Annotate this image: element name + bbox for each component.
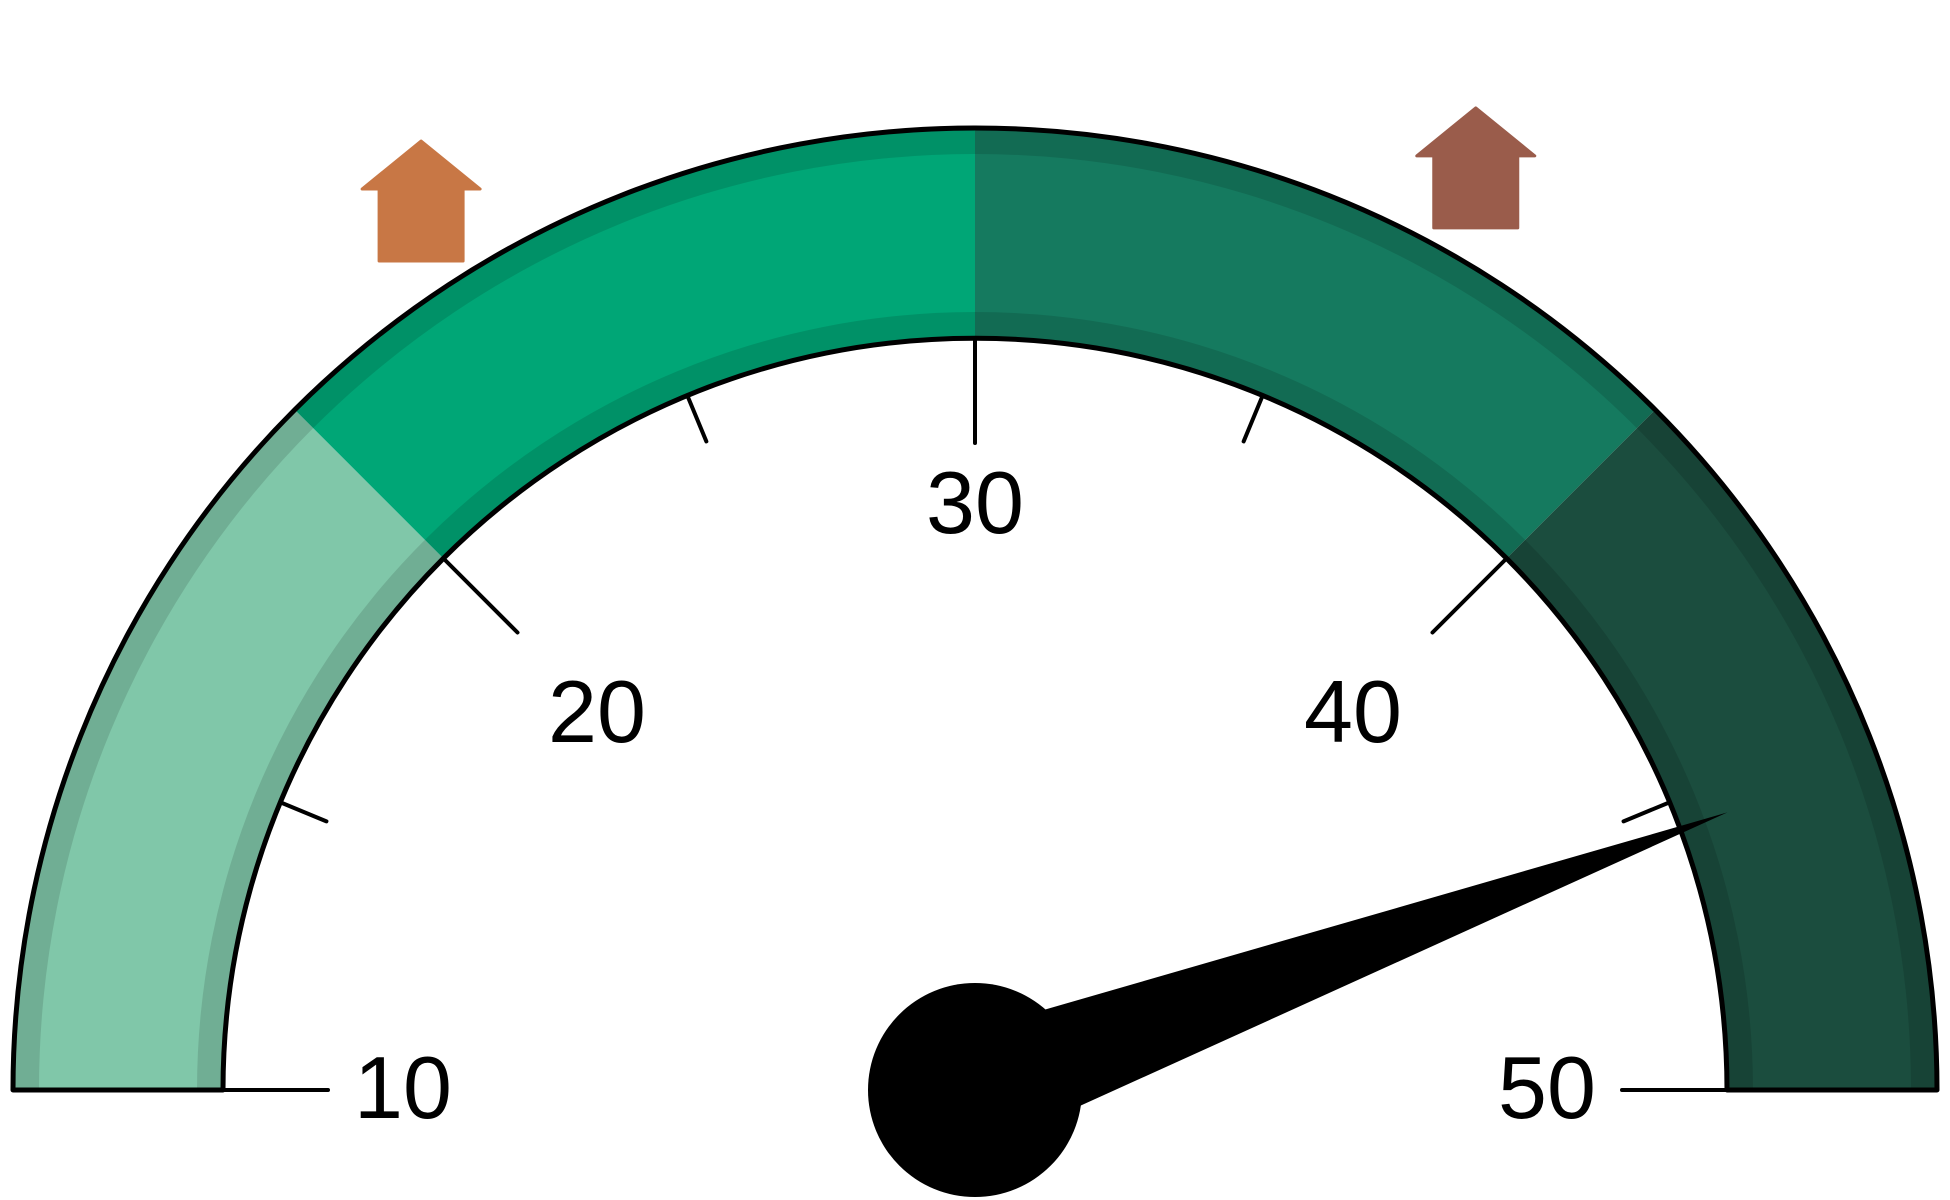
gauge-band-inner-rim-3	[975, 312, 1526, 559]
gauge-band-3	[975, 128, 1656, 559]
tick-label-20: 20	[548, 662, 646, 761]
gauge-outline	[10, 125, 1940, 1093]
marker-2-arrow-up-icon	[1415, 106, 1537, 230]
tick-label-40: 40	[1304, 662, 1402, 761]
gauge-markers	[360, 106, 1537, 263]
tick-label-50: 50	[1498, 1038, 1596, 1137]
minor-tick-35	[1241, 393, 1265, 444]
gauge-band-inner-rim-4	[1506, 539, 1753, 1090]
minor-tick-25	[685, 393, 709, 444]
gauge-needle	[954, 812, 1728, 1145]
major-tick-20	[441, 556, 520, 635]
gauge-band-inner-rim-1	[197, 539, 444, 1090]
gauge-needle-hub	[868, 983, 1082, 1197]
major-tick-40	[1430, 556, 1509, 635]
gauge-arc-outline	[10, 125, 1940, 1093]
gauge-band-2	[294, 128, 975, 559]
gauge-ticks	[221, 336, 1729, 1092]
minor-tick-45	[1621, 800, 1672, 824]
minor-tick-15	[278, 800, 329, 824]
tick-label-30: 30	[926, 453, 1024, 552]
gauge-bands	[13, 128, 1937, 1090]
marker-1-arrow-up-icon	[360, 139, 482, 263]
gauge-band-1	[13, 409, 444, 1090]
gauge-band-4	[1506, 409, 1937, 1090]
gauge-tick-labels: 10 20 30 40 50	[354, 453, 1596, 1137]
tick-label-10: 10	[354, 1038, 452, 1137]
gauge-needle-group	[868, 812, 1728, 1197]
gauge-band-inner-rim-2	[424, 312, 975, 559]
